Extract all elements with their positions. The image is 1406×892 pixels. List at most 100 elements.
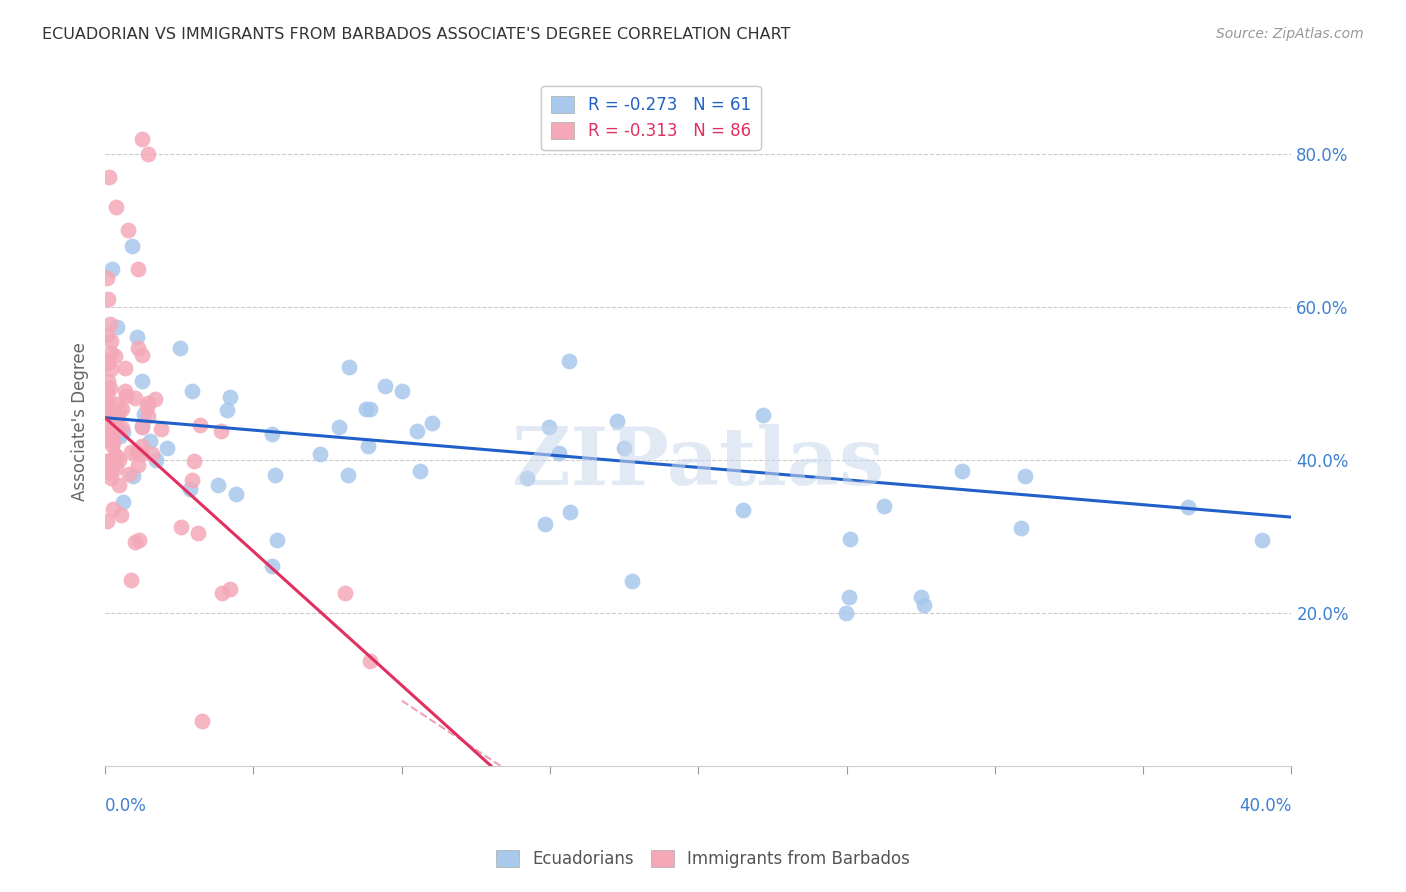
- Point: [96, 327, 118, 342]
- Point: [107, 418, 129, 433]
- Point: [124, 391, 146, 405]
- Point: [534, 516, 557, 531]
- Point: [132, 407, 155, 421]
- Point: [731, 503, 754, 517]
- Point: [121, 469, 143, 483]
- Point: [100, 261, 122, 276]
- Point: [111, 402, 134, 417]
- Point: [215, 403, 238, 417]
- Point: [131, 374, 153, 388]
- Point: [557, 354, 579, 368]
- Point: [191, 714, 214, 729]
- Point: [356, 402, 378, 417]
- Point: [209, 424, 232, 438]
- Point: [613, 441, 636, 455]
- Point: [97, 374, 120, 388]
- Point: [131, 348, 153, 362]
- Point: [97, 454, 120, 468]
- Point: [218, 390, 240, 404]
- Point: [188, 418, 211, 433]
- Point: [262, 558, 284, 573]
- Point: [96, 454, 118, 468]
- Point: [835, 606, 858, 620]
- Point: [374, 379, 396, 393]
- Point: [97, 430, 120, 444]
- Point: [114, 384, 136, 398]
- Point: [1014, 468, 1036, 483]
- Point: [98, 426, 121, 441]
- Legend: Ecuadorians, Immigrants from Barbados: Ecuadorians, Immigrants from Barbados: [489, 843, 917, 875]
- Legend: R = -0.273   N = 61, R = -0.313   N = 86: R = -0.273 N = 61, R = -0.313 N = 86: [541, 86, 761, 151]
- Point: [101, 501, 124, 516]
- Point: [838, 591, 860, 605]
- Point: [145, 392, 167, 406]
- Point: [97, 401, 120, 415]
- Point: [420, 416, 443, 430]
- Point: [96, 384, 118, 398]
- Point: [128, 533, 150, 547]
- Point: [96, 514, 118, 528]
- Point: [170, 519, 193, 533]
- Text: 0.0%: 0.0%: [105, 797, 148, 814]
- Point: [114, 361, 136, 376]
- Point: [156, 442, 179, 456]
- Point: [179, 483, 201, 497]
- Point: [180, 384, 202, 399]
- Point: [100, 361, 122, 376]
- Point: [1010, 521, 1032, 535]
- Point: [127, 261, 149, 276]
- Point: [912, 598, 935, 612]
- Point: [620, 574, 643, 588]
- Point: [339, 359, 361, 374]
- Point: [145, 453, 167, 467]
- Point: [121, 445, 143, 459]
- Point: [359, 401, 381, 416]
- Point: [104, 448, 127, 462]
- Point: [117, 223, 139, 237]
- Point: [96, 399, 118, 413]
- Point: [125, 330, 148, 344]
- Text: Source: ZipAtlas.com: Source: ZipAtlas.com: [1216, 27, 1364, 41]
- Point: [149, 421, 172, 435]
- Point: [136, 400, 159, 414]
- Point: [218, 582, 240, 596]
- Point: [100, 334, 122, 349]
- Point: [181, 473, 204, 487]
- Point: [97, 292, 120, 306]
- Point: [97, 356, 120, 370]
- Point: [101, 428, 124, 442]
- Text: ZIPatlas: ZIPatlas: [512, 424, 884, 502]
- Point: [328, 420, 350, 434]
- Point: [97, 411, 120, 425]
- Point: [537, 419, 560, 434]
- Point: [359, 654, 381, 668]
- Point: [873, 499, 896, 513]
- Point: [910, 591, 932, 605]
- Point: [104, 408, 127, 422]
- Point: [405, 424, 427, 438]
- Point: [101, 418, 124, 433]
- Point: [131, 420, 153, 434]
- Point: [108, 429, 131, 443]
- Point: [108, 404, 131, 418]
- Point: [127, 458, 149, 472]
- Point: [183, 454, 205, 468]
- Point: [131, 418, 153, 433]
- Point: [169, 341, 191, 355]
- Point: [96, 411, 118, 425]
- Point: [558, 505, 581, 519]
- Point: [264, 467, 287, 482]
- Point: [136, 147, 159, 161]
- Point: [121, 238, 143, 252]
- Point: [110, 508, 132, 523]
- Point: [98, 466, 121, 480]
- Point: [111, 420, 134, 434]
- Text: 40.0%: 40.0%: [1239, 797, 1292, 814]
- Point: [100, 381, 122, 395]
- Point: [97, 391, 120, 405]
- Point: [98, 169, 121, 184]
- Point: [105, 320, 128, 334]
- Point: [111, 425, 134, 439]
- Point: [96, 432, 118, 446]
- Point: [96, 270, 118, 285]
